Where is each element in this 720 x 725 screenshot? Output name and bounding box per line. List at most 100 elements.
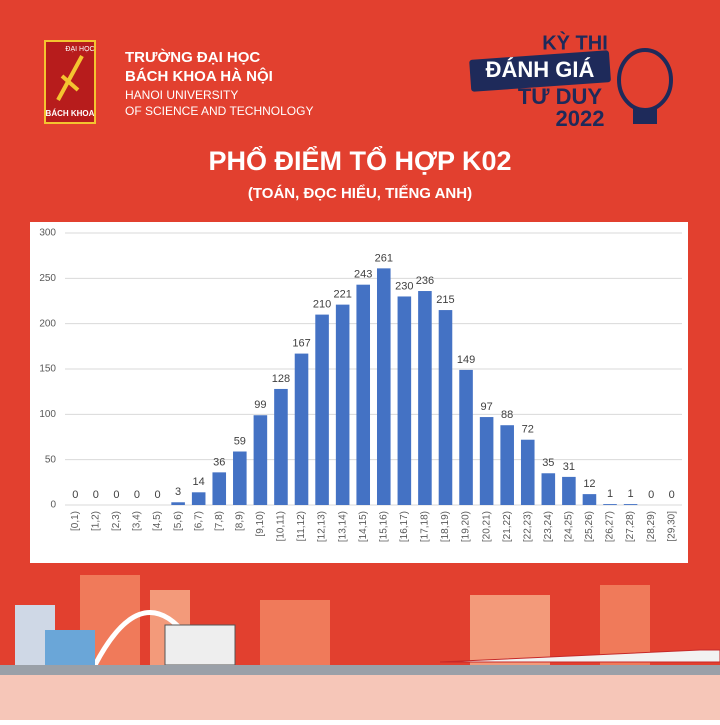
x-tick-label: [0,1) [70,511,81,531]
chart-title: PHỔ ĐIỂM TỔ HỢP K02 [208,145,511,176]
x-tick-label: [3,4) [132,511,143,531]
building [45,630,95,665]
x-tick-label: [28,29) [646,511,657,542]
x-tick-label: [20,21) [481,511,492,542]
x-tick-label: [10,11) [276,511,287,541]
data-label: 167 [292,337,310,349]
logo-text: BÁCH KHOA [46,109,95,118]
bar [274,388,288,505]
data-label: 1 [628,488,634,500]
x-tick-label: [11,12) [296,511,307,541]
y-tick-label: 100 [39,409,56,420]
bar [541,473,556,505]
train [439,649,720,663]
badge-text: ĐÁNH GIÁ [486,57,595,82]
data-label: 0 [134,489,140,501]
data-label: 215 [436,294,454,306]
bar [479,417,494,505]
bar [459,369,473,505]
x-tick-label: [23,24) [543,511,554,542]
data-label: 128 [272,373,290,385]
data-label: 88 [501,409,513,421]
data-label: 221 [333,289,351,301]
x-tick-label: [9,10) [255,511,266,537]
x-tick-label: [15,16) [378,511,389,542]
x-tick-label: [17,18) [420,511,431,542]
y-tick-label: 200 [39,318,56,329]
data-label: 99 [254,399,266,411]
data-label: 0 [648,489,654,501]
building [260,600,330,665]
x-tick-label: [16,17) [399,511,410,542]
logo-text: ĐẠI HỌC [65,46,94,53]
data-label: 236 [416,275,434,287]
building [164,624,236,666]
data-label: 97 [480,401,492,413]
bar [294,353,309,505]
badge-text: 2022 [556,106,605,131]
school-name-en: HANOI UNIVERSITY [125,88,238,102]
bar [315,314,329,505]
bar [500,425,514,505]
chart-subtitle: (TOÁN, ĐỌC HIỂU, TIẾNG ANH) [248,184,472,202]
bar [438,310,453,505]
y-tick-label: 250 [39,273,56,284]
logo-mark [56,55,84,101]
data-label: 36 [213,456,225,468]
school-name: BÁCH KHOA HÀ NỘI [125,67,273,85]
data-label: 243 [354,269,372,281]
x-tick-label: [27,28) [625,511,636,542]
data-label: 35 [542,457,554,469]
data-label: 0 [113,489,119,501]
data-label: 230 [395,280,413,292]
data-label: 59 [234,435,246,447]
bar [397,296,412,505]
data-label: 31 [563,461,575,473]
bar [191,492,206,505]
data-label: 0 [154,489,160,501]
data-label: 261 [375,252,393,264]
bar [562,476,576,505]
y-tick-label: 300 [39,228,56,239]
building [600,585,650,665]
badge-text: KỲ THI [542,30,608,54]
data-label: 210 [313,299,331,311]
x-tick-label: [1,2) [90,511,101,531]
bar [418,291,432,505]
data-label: 0 [72,489,78,501]
building [470,595,550,665]
x-tick-label: [5,6) [173,511,184,531]
data-label: 0 [669,489,675,501]
x-tick-label: [14,15) [358,511,369,542]
x-tick-label: [18,19) [440,511,451,542]
rail [0,665,720,675]
bar [376,268,391,505]
x-tick-label: [7,8) [214,511,225,531]
bar [171,502,185,505]
badge-text: TƯ DUY [518,84,603,109]
y-tick-label: 50 [45,454,57,465]
plot: 050100150200250300[0,1)0[1,2)0[2,3)0[3,4… [39,228,682,542]
x-tick-label: [6,7) [193,511,204,531]
x-tick-label: [12,13) [317,511,328,542]
bar [520,439,535,505]
data-label: 1 [607,488,613,500]
data-label: 14 [193,476,205,488]
bar [335,304,350,505]
data-label: 12 [583,478,595,490]
bar [212,472,227,505]
bulb-icon [633,108,657,124]
x-tick-label: [25,26) [584,511,595,542]
ground [0,675,720,720]
y-tick-label: 0 [50,500,56,511]
bar [356,284,371,505]
x-tick-label: [22,23) [522,511,533,542]
data-label: 149 [457,354,475,366]
badge-box [469,50,611,92]
bar [233,451,247,505]
x-tick-label: [13,14) [337,511,348,542]
bar [623,504,638,505]
x-tick-label: [26,27) [605,511,616,542]
x-tick-label: [29,30] [666,511,677,542]
x-tick-label: [21,22) [502,511,513,542]
